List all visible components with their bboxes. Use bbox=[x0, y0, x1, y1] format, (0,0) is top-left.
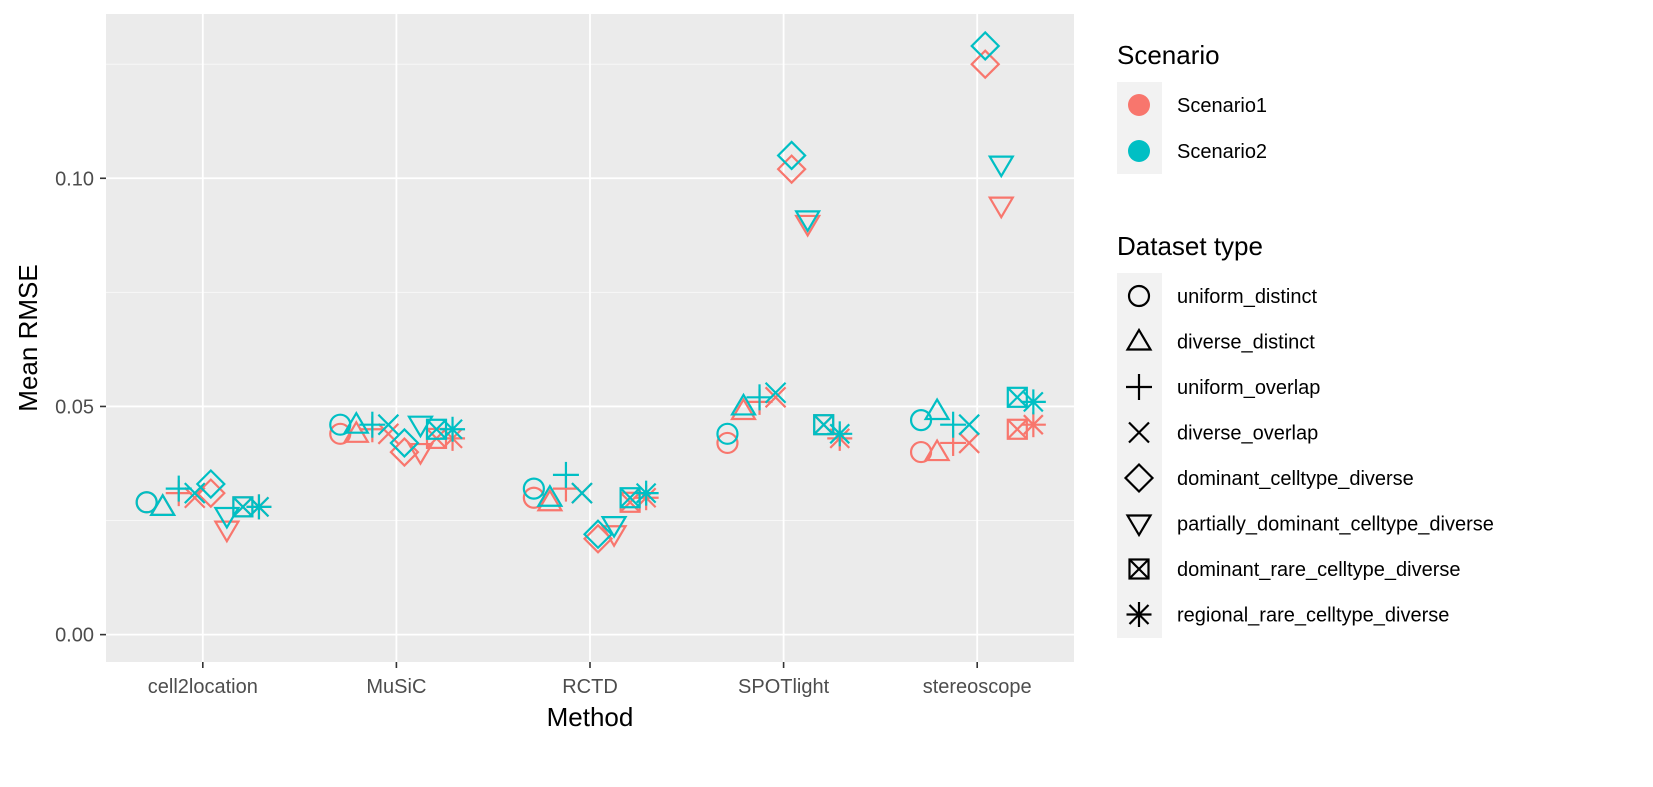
data-point-dominant_celltype_diverse bbox=[970, 30, 1001, 61]
data-point-dominant_rare_celltype_diverse bbox=[1006, 418, 1028, 440]
x-tick-label: MuSiC bbox=[366, 676, 426, 698]
shape-legend-key-asterisk bbox=[1126, 602, 1152, 627]
shape-legend-keys bbox=[1117, 273, 1162, 638]
data-point-diverse_overlap bbox=[958, 413, 980, 436]
data-point-diverse_overlap bbox=[184, 482, 206, 504]
shape-legend-key-triangle-down bbox=[1125, 514, 1153, 538]
shape-legend-label: partially_dominant_celltype_diverse bbox=[1177, 514, 1494, 536]
grid bbox=[106, 14, 1074, 662]
data-point-uniform_distinct bbox=[716, 422, 739, 445]
x-tick-label: cell2location bbox=[148, 676, 258, 698]
data-point-regional_rare_celltype_diverse bbox=[1020, 412, 1046, 438]
shape-legend-key-cross bbox=[1128, 421, 1150, 444]
data-point-uniform_overlap bbox=[359, 411, 386, 438]
data-point-diverse_distinct bbox=[923, 397, 951, 421]
data-point-regional_rare_celltype_diverse bbox=[246, 494, 272, 520]
data-point-diverse_overlap bbox=[377, 423, 400, 445]
data-point-uniform_overlap bbox=[940, 411, 967, 438]
shape-legend-label: regional_rare_celltype_diverse bbox=[1177, 605, 1449, 627]
data-points bbox=[135, 30, 1046, 554]
shape-legend-label: dominant_rare_celltype_diverse bbox=[1177, 559, 1461, 581]
legend: Scenario Scenario1 Scenario2 Dataset type un… bbox=[1117, 40, 1494, 638]
data-point-diverse_distinct bbox=[149, 493, 177, 516]
data-point-uniform_distinct bbox=[522, 477, 545, 500]
data-point-diverse_overlap bbox=[764, 386, 787, 409]
data-point-diverse_distinct bbox=[730, 397, 757, 421]
data-point-dominant_celltype_diverse bbox=[195, 468, 226, 500]
x-tick-label: RCTD bbox=[562, 676, 618, 698]
data-point-dominant_rare_celltype_diverse bbox=[1006, 386, 1028, 408]
data-point-dominant_rare_celltype_diverse bbox=[813, 414, 835, 436]
data-point-partially_dominant_celltype_diverse bbox=[213, 506, 241, 530]
data-point-diverse_distinct bbox=[536, 488, 564, 512]
data-point-uniform_overlap bbox=[552, 461, 579, 488]
data-point-diverse_overlap bbox=[377, 413, 400, 436]
color-legend-label: Scenario1 bbox=[1177, 95, 1267, 117]
data-point-diverse_distinct bbox=[342, 411, 370, 434]
x-axis: cell2location MuSiC RCTD SPOTlight stereosco… bbox=[148, 662, 1032, 698]
data-point-diverse_distinct bbox=[730, 392, 757, 416]
data-point-diverse_overlap bbox=[184, 486, 206, 509]
data-point-partially_dominant_celltype_diverse bbox=[794, 214, 822, 238]
data-point-diverse_overlap bbox=[764, 381, 787, 404]
shape-legend-label: uniform_overlap bbox=[1177, 377, 1320, 399]
data-point-regional_rare_celltype_diverse bbox=[440, 416, 466, 442]
y-tick-label: 0.10 bbox=[55, 168, 94, 190]
data-point-diverse_overlap bbox=[571, 482, 593, 504]
data-point-diverse_distinct bbox=[923, 438, 951, 462]
y-tick-label: 0.05 bbox=[55, 396, 94, 418]
data-point-dominant_celltype_diverse bbox=[970, 49, 1001, 80]
shape-legend-key-diamond bbox=[1123, 462, 1155, 494]
data-point-partially_dominant_celltype_diverse bbox=[987, 196, 1015, 220]
data-point-dominant_rare_celltype_diverse bbox=[619, 487, 641, 509]
color-legend-label: Scenario2 bbox=[1177, 141, 1267, 163]
data-point-partially_dominant_celltype_diverse bbox=[407, 442, 434, 466]
shape-legend-key-circle bbox=[1127, 284, 1151, 308]
data-point-partially_dominant_celltype_diverse bbox=[213, 520, 241, 544]
x-axis-title: Method bbox=[547, 702, 634, 732]
shape-legend-label: diverse_overlap bbox=[1177, 423, 1318, 445]
x-tick-label: stereoscope bbox=[923, 676, 1032, 698]
y-axis-title: Mean RMSE bbox=[13, 264, 43, 411]
data-point-uniform_distinct bbox=[909, 409, 933, 432]
data-point-dominant_celltype_diverse bbox=[776, 154, 807, 185]
data-point-regional_rare_celltype_diverse bbox=[633, 480, 659, 506]
data-point-uniform_distinct bbox=[716, 431, 739, 455]
data-point-diverse_distinct bbox=[536, 484, 564, 507]
data-point-dominant_celltype_diverse bbox=[582, 519, 614, 550]
data-point-uniform_distinct bbox=[135, 491, 158, 514]
shape-legend-key-triangle bbox=[1125, 327, 1153, 351]
shape-legend-key-plus bbox=[1126, 374, 1152, 400]
x-tick-label: SPOTlight bbox=[738, 676, 830, 698]
shape-legend-key-square-cross bbox=[1128, 558, 1150, 580]
data-point-partially_dominant_celltype_diverse bbox=[987, 155, 1015, 179]
data-point-dominant_celltype_diverse bbox=[776, 140, 807, 171]
y-tick-label: 0.00 bbox=[55, 625, 94, 647]
data-point-uniform_overlap bbox=[165, 475, 192, 502]
color-legend-key bbox=[1128, 94, 1150, 116]
color-legend-title: Scenario bbox=[1117, 40, 1220, 70]
data-point-dominant_celltype_diverse bbox=[389, 427, 420, 459]
data-point-partially_dominant_celltype_diverse bbox=[794, 210, 822, 234]
y-axis: 0.00 0.05 0.10 bbox=[55, 168, 106, 647]
data-point-regional_rare_celltype_diverse bbox=[827, 421, 853, 447]
data-point-partially_dominant_celltype_diverse bbox=[600, 515, 628, 539]
shape-legend-title: Dataset type bbox=[1117, 231, 1263, 261]
data-point-diverse_overlap bbox=[958, 432, 980, 454]
shape-legend-label: dominant_celltype_diverse bbox=[1177, 468, 1414, 490]
color-legend-key bbox=[1128, 140, 1150, 162]
data-point-regional_rare_celltype_diverse bbox=[1020, 389, 1046, 415]
shape-legend-label: diverse_distinct bbox=[1177, 332, 1315, 354]
shape-legend-label: uniform_distinct bbox=[1177, 286, 1318, 308]
data-point-uniform_overlap bbox=[746, 384, 773, 411]
